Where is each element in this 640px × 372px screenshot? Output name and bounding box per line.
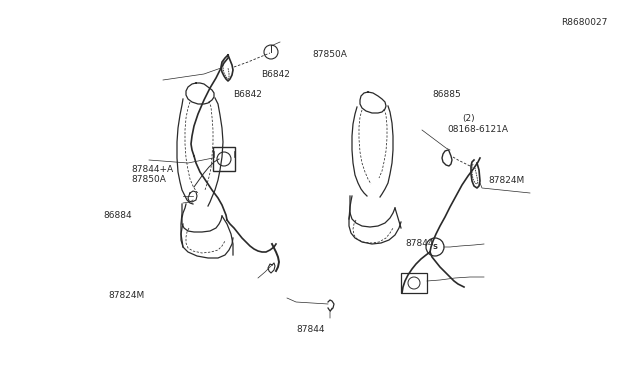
Text: 87850A: 87850A: [312, 49, 348, 58]
Text: 87850A: 87850A: [131, 174, 166, 183]
Text: 87844: 87844: [406, 240, 435, 248]
Circle shape: [264, 45, 278, 59]
Circle shape: [408, 277, 420, 289]
Text: 08168-6121A: 08168-6121A: [447, 125, 508, 134]
Text: 87844: 87844: [296, 326, 324, 334]
Text: 87844+A: 87844+A: [131, 164, 173, 173]
Text: (2): (2): [462, 113, 475, 122]
Text: B6842: B6842: [262, 70, 291, 78]
Text: 87824M: 87824M: [488, 176, 524, 185]
Text: 87824M: 87824M: [108, 291, 144, 299]
Circle shape: [426, 238, 444, 256]
Text: 86885: 86885: [432, 90, 461, 99]
Text: S: S: [433, 244, 438, 250]
Circle shape: [217, 152, 231, 166]
Text: 86884: 86884: [103, 211, 132, 219]
FancyBboxPatch shape: [213, 147, 235, 171]
FancyBboxPatch shape: [401, 273, 427, 293]
Text: B6842: B6842: [234, 90, 262, 99]
Text: R8680027: R8680027: [562, 17, 608, 26]
